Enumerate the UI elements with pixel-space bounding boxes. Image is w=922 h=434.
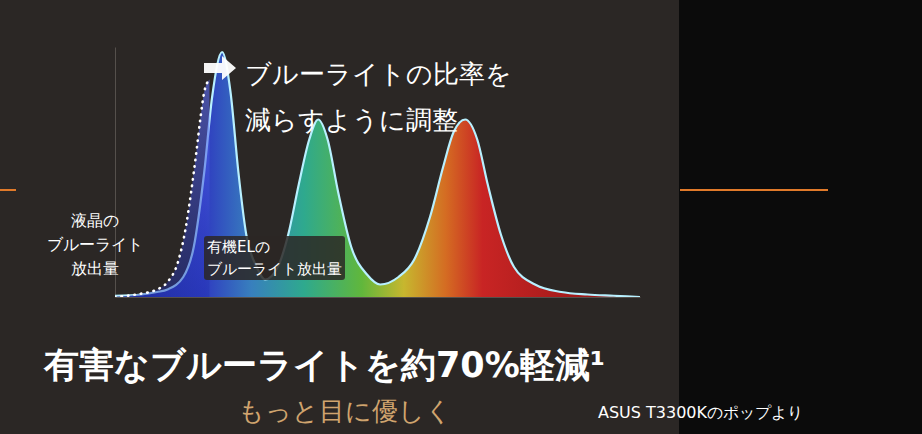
annotation-line: 放出量 xyxy=(71,259,119,278)
series-area xyxy=(115,52,640,297)
annotation-line: 有機ELの xyxy=(207,238,270,256)
annotation-text: 有機ELのブルーライト放出量 xyxy=(207,238,342,278)
annotation-line: ブルーライトの比率を xyxy=(245,59,512,89)
annotation-text: ブルーライトの比率を減らすように調整 xyxy=(245,59,512,135)
photo-background xyxy=(0,0,679,434)
slide-rule xyxy=(680,189,828,191)
annotation-line: 減らすように調整 xyxy=(245,105,458,135)
annotation-line: 液晶の xyxy=(71,211,119,230)
annotation-line: ブルーライト放出量 xyxy=(207,260,342,278)
slide-rule xyxy=(0,189,16,191)
annotation-text: 液晶のブルーライト放出量 xyxy=(47,211,143,278)
series-line xyxy=(115,52,640,297)
caption: ASUS T3300Kのポップより xyxy=(598,403,803,422)
label-patch xyxy=(204,236,345,280)
slide-background xyxy=(0,0,922,434)
series-line xyxy=(115,80,210,298)
title: 有害なブルーライトを約70%軽減¹ xyxy=(43,345,605,385)
axis-line xyxy=(116,297,641,298)
annotation: ブルーライトの比率を減らすように調整 xyxy=(245,59,512,135)
annotation-line: ブルーライト xyxy=(47,235,143,254)
plot-area xyxy=(115,52,640,297)
annotation: 有機ELのブルーライト放出量 xyxy=(204,236,345,280)
annotation: 液晶のブルーライト放出量 xyxy=(47,211,143,278)
arrow xyxy=(204,56,236,80)
x-axis xyxy=(116,297,641,298)
chart-root: ブルーライトの比率を減らすように調整液晶のブルーライト放出量有機ELのブルーライ… xyxy=(0,0,922,434)
subtitle: もっと目に優しく xyxy=(238,396,452,426)
series-area xyxy=(115,80,210,298)
